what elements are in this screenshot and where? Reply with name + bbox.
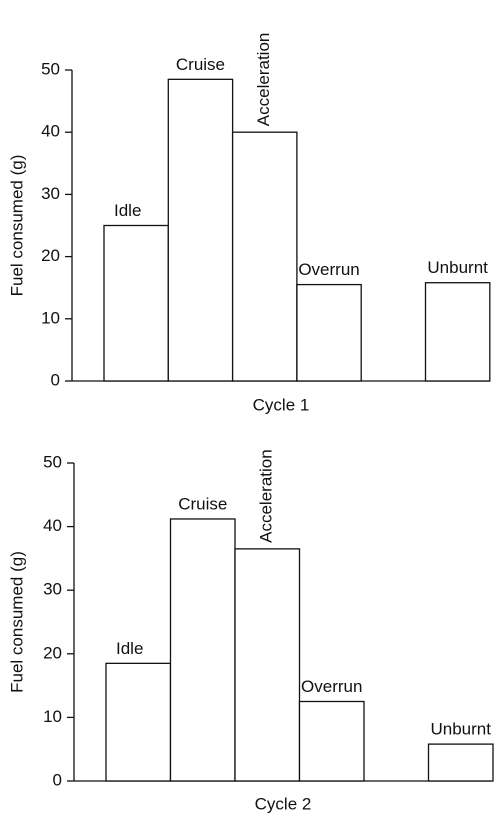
bar <box>296 283 362 382</box>
bar <box>424 282 491 382</box>
bar-label: Overrun <box>301 677 362 696</box>
bar-label: Idle <box>116 639 143 658</box>
y-tick-label: 50 <box>43 452 62 471</box>
y-tick-label: 20 <box>41 246 60 265</box>
y-tick-label: 30 <box>43 580 62 599</box>
bar-label: Acceleration <box>257 449 276 543</box>
bar-label: Unburnt <box>427 258 488 277</box>
bar-label: Overrun <box>298 260 359 279</box>
y-tick-label: 40 <box>41 122 60 141</box>
y-axis-label: Fuel consumed (g) <box>7 551 26 693</box>
x-axis-label: Cycle 2 <box>255 794 312 813</box>
y-axis-label: Fuel consumed (g) <box>7 155 26 297</box>
x-axis-label: Cycle 1 <box>253 395 310 414</box>
y-tick-label: 0 <box>53 770 62 789</box>
y-tick-label: 40 <box>43 516 62 535</box>
bar <box>234 548 301 782</box>
bar <box>105 662 172 782</box>
bar-label: Idle <box>114 201 141 220</box>
y-tick-label: 50 <box>41 59 60 78</box>
bar-label: Cruise <box>176 55 225 74</box>
bar <box>427 743 494 782</box>
bar <box>103 224 169 382</box>
bar <box>169 518 236 782</box>
y-tick-label: 20 <box>43 643 62 662</box>
y-tick-label: 30 <box>41 184 60 203</box>
y-tick-label: 10 <box>43 707 62 726</box>
bar <box>231 131 298 382</box>
bar-label: Cruise <box>178 494 227 513</box>
bar <box>167 78 234 382</box>
bar-label: Acceleration <box>254 33 273 127</box>
bar-label: Unburnt <box>431 720 492 739</box>
y-tick-label: 10 <box>41 308 60 327</box>
bar <box>298 700 365 782</box>
y-tick-label: 0 <box>51 370 60 389</box>
